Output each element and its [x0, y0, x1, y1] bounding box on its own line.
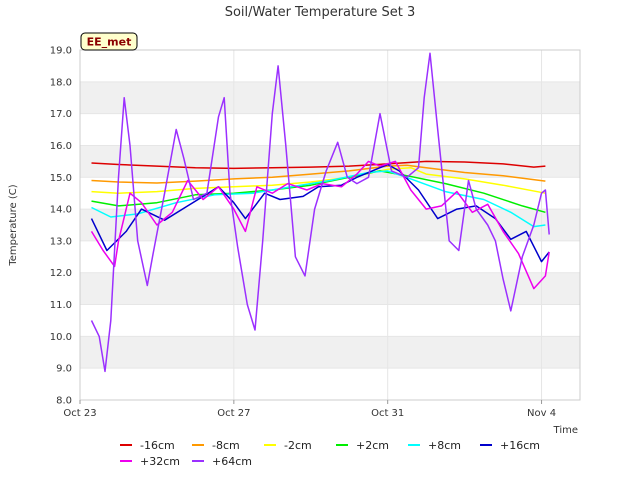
legend-label: +8cm — [428, 439, 461, 452]
legend-item: +2cm — [336, 439, 389, 452]
legend-label: +32cm — [140, 455, 180, 468]
y-axis-ticks: 8.0 9.0 10.0 11.0 12.0 13.0 14.0 15.0 16.0 17.0 18… — [50, 46, 72, 407]
y-tick-label: 9.0 — [56, 364, 72, 375]
legend-item: -2cm — [264, 439, 312, 452]
station-badge: EE_met — [80, 32, 138, 51]
y-tick-label: 19.0 — [50, 46, 72, 57]
y-tick-label: 18.0 — [50, 77, 72, 88]
legend-item: +64cm — [192, 455, 252, 468]
grid-bands — [79, 49, 580, 401]
badge-box — [80, 32, 138, 51]
x-tick-label: Nov 4 — [527, 408, 556, 419]
y-tick-label: 12.0 — [50, 268, 72, 279]
legend-label: +2cm — [356, 439, 389, 452]
series-line-32cm — [90, 160, 550, 290]
series-line-2cm — [91, 166, 546, 194]
y-axis-label: Temperature (C) — [8, 184, 19, 266]
legend-label: -16cm — [140, 439, 175, 452]
plot-area — [79, 49, 581, 401]
y-tick-label: 16.0 — [50, 141, 72, 152]
legend-item: -16cm — [120, 439, 175, 452]
x-tick-label: Oct 31 — [371, 408, 404, 419]
legend-label: -8cm — [212, 439, 240, 452]
legend-label: +64cm — [212, 455, 252, 468]
grid-band — [80, 336, 580, 369]
legend-item: -8cm — [192, 439, 240, 452]
x-axis-ticks: Oct 23 Oct 27 Oct 31 Nov 4 — [63, 400, 556, 419]
badge-label: EE_met — [87, 36, 132, 49]
legend-item: +8cm — [408, 439, 461, 452]
x-tick-label: Oct 27 — [217, 408, 250, 419]
x-tick-label: Oct 23 — [63, 408, 96, 419]
y-tick-label: 17.0 — [50, 109, 72, 120]
y-tick-label: 11.0 — [50, 300, 72, 311]
series-line-64cm — [90, 52, 550, 373]
grid-band — [80, 209, 580, 241]
y-tick-label: 15.0 — [50, 173, 72, 184]
series-line-16cm — [91, 160, 546, 170]
y-tick-label: 14.0 — [50, 205, 72, 216]
legend: -16cm -8cm -2cm +2cm +8cm +16cm +32cm +64cm — [120, 439, 540, 468]
legend-item: +16cm — [480, 439, 540, 452]
series-line-16cm — [90, 163, 550, 263]
plot-border — [79, 49, 581, 401]
y-tick-label: 13.0 — [50, 236, 72, 247]
series-line-8cm — [91, 170, 546, 228]
y-tick-label: 8.0 — [56, 396, 72, 407]
y-tick-label: 10.0 — [50, 332, 72, 343]
x-axis-label: Time — [553, 425, 578, 436]
legend-label: -2cm — [284, 439, 312, 452]
chart-title: Soil/Water Temperature Set 3 — [225, 5, 416, 20]
grid-band — [80, 81, 580, 114]
series-line-8cm — [91, 164, 546, 184]
legend-label: +16cm — [500, 439, 540, 452]
series-lines — [90, 52, 550, 373]
legend-item: +32cm — [120, 455, 180, 468]
grid-band — [80, 272, 580, 305]
